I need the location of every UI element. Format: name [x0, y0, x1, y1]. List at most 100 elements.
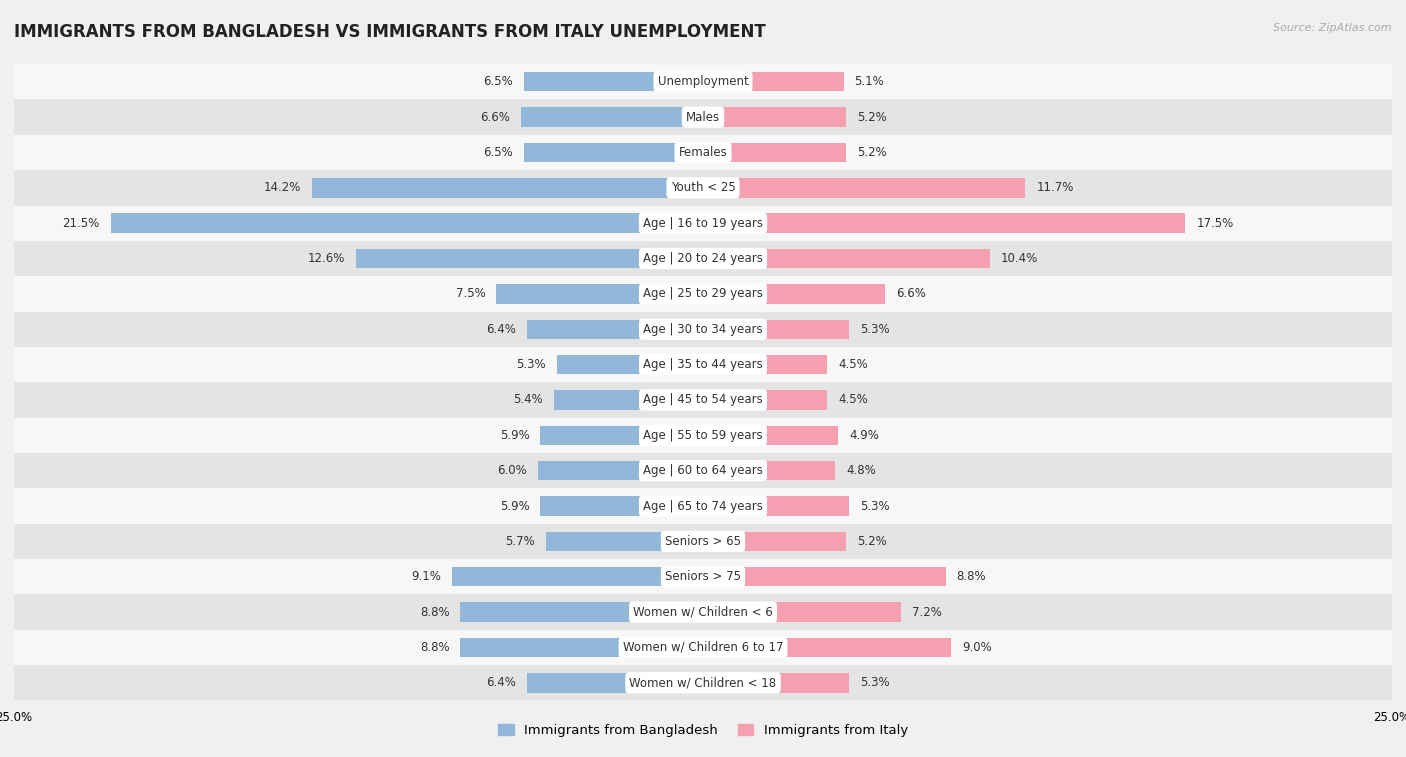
Text: Unemployment: Unemployment: [658, 75, 748, 89]
Bar: [703, 107, 846, 127]
Text: 9.1%: 9.1%: [412, 570, 441, 583]
Bar: [111, 213, 703, 233]
Bar: [14, 276, 1392, 312]
Bar: [703, 391, 827, 410]
Text: 10.4%: 10.4%: [1001, 252, 1038, 265]
Bar: [703, 72, 844, 92]
Bar: [703, 284, 884, 304]
Bar: [14, 170, 1392, 205]
Text: 5.2%: 5.2%: [858, 535, 887, 548]
Text: Age | 60 to 64 years: Age | 60 to 64 years: [643, 464, 763, 477]
Text: 4.9%: 4.9%: [849, 428, 879, 442]
Bar: [14, 99, 1392, 135]
Bar: [496, 284, 703, 304]
Bar: [14, 382, 1392, 418]
Text: 4.8%: 4.8%: [846, 464, 876, 477]
Text: 5.9%: 5.9%: [499, 428, 530, 442]
Text: 5.7%: 5.7%: [505, 535, 534, 548]
Text: 6.0%: 6.0%: [496, 464, 527, 477]
Text: IMMIGRANTS FROM BANGLADESH VS IMMIGRANTS FROM ITALY UNEMPLOYMENT: IMMIGRANTS FROM BANGLADESH VS IMMIGRANTS…: [14, 23, 766, 41]
Bar: [522, 107, 703, 127]
Bar: [453, 567, 703, 587]
Text: 5.2%: 5.2%: [858, 111, 887, 123]
Text: Women w/ Children < 18: Women w/ Children < 18: [630, 676, 776, 690]
Bar: [703, 531, 846, 551]
Text: 6.5%: 6.5%: [484, 75, 513, 89]
Bar: [14, 64, 1392, 99]
Text: 6.6%: 6.6%: [896, 288, 925, 301]
Text: Age | 20 to 24 years: Age | 20 to 24 years: [643, 252, 763, 265]
Bar: [524, 72, 703, 92]
Bar: [14, 205, 1392, 241]
Bar: [546, 531, 703, 551]
Text: Seniors > 65: Seniors > 65: [665, 535, 741, 548]
Bar: [703, 249, 990, 268]
Bar: [356, 249, 703, 268]
Text: 7.2%: 7.2%: [912, 606, 942, 618]
Bar: [14, 347, 1392, 382]
Text: 4.5%: 4.5%: [838, 394, 868, 407]
Text: Males: Males: [686, 111, 720, 123]
Bar: [14, 524, 1392, 559]
Bar: [703, 497, 849, 516]
Text: 14.2%: 14.2%: [263, 182, 301, 195]
Bar: [14, 418, 1392, 453]
Text: 5.2%: 5.2%: [858, 146, 887, 159]
Bar: [703, 355, 827, 374]
Text: Age | 45 to 54 years: Age | 45 to 54 years: [643, 394, 763, 407]
Text: Age | 16 to 19 years: Age | 16 to 19 years: [643, 217, 763, 229]
Text: 6.4%: 6.4%: [485, 322, 516, 336]
Bar: [540, 425, 703, 445]
Text: 5.3%: 5.3%: [860, 322, 890, 336]
Text: Women w/ Children < 6: Women w/ Children < 6: [633, 606, 773, 618]
Bar: [14, 665, 1392, 700]
Text: 7.5%: 7.5%: [456, 288, 485, 301]
Text: 8.8%: 8.8%: [420, 641, 450, 654]
Text: 5.3%: 5.3%: [860, 676, 890, 690]
Bar: [554, 391, 703, 410]
Bar: [14, 630, 1392, 665]
Bar: [14, 488, 1392, 524]
Bar: [14, 312, 1392, 347]
Text: Source: ZipAtlas.com: Source: ZipAtlas.com: [1274, 23, 1392, 33]
Text: 5.9%: 5.9%: [499, 500, 530, 512]
Text: Age | 65 to 74 years: Age | 65 to 74 years: [643, 500, 763, 512]
Bar: [312, 178, 703, 198]
Text: 8.8%: 8.8%: [420, 606, 450, 618]
Text: 11.7%: 11.7%: [1036, 182, 1074, 195]
Text: Age | 55 to 59 years: Age | 55 to 59 years: [643, 428, 763, 442]
Text: 8.8%: 8.8%: [956, 570, 986, 583]
Text: 6.4%: 6.4%: [485, 676, 516, 690]
Bar: [703, 603, 901, 621]
Text: 12.6%: 12.6%: [308, 252, 344, 265]
Text: 4.5%: 4.5%: [838, 358, 868, 371]
Bar: [461, 637, 703, 657]
Text: Females: Females: [679, 146, 727, 159]
Text: 17.5%: 17.5%: [1197, 217, 1233, 229]
Bar: [524, 143, 703, 162]
Bar: [703, 673, 849, 693]
Text: 5.4%: 5.4%: [513, 394, 543, 407]
Bar: [14, 241, 1392, 276]
Bar: [461, 603, 703, 621]
Text: Seniors > 75: Seniors > 75: [665, 570, 741, 583]
Text: Youth < 25: Youth < 25: [671, 182, 735, 195]
Bar: [527, 673, 703, 693]
Bar: [703, 637, 950, 657]
Bar: [540, 497, 703, 516]
Text: 6.5%: 6.5%: [484, 146, 513, 159]
Text: 5.3%: 5.3%: [516, 358, 546, 371]
Text: 21.5%: 21.5%: [62, 217, 100, 229]
Bar: [557, 355, 703, 374]
Bar: [703, 567, 945, 587]
Bar: [703, 425, 838, 445]
Bar: [14, 135, 1392, 170]
Text: Age | 25 to 29 years: Age | 25 to 29 years: [643, 288, 763, 301]
Legend: Immigrants from Bangladesh, Immigrants from Italy: Immigrants from Bangladesh, Immigrants f…: [492, 719, 914, 743]
Bar: [14, 453, 1392, 488]
Text: 5.3%: 5.3%: [860, 500, 890, 512]
Text: 5.1%: 5.1%: [855, 75, 884, 89]
Text: Age | 30 to 34 years: Age | 30 to 34 years: [643, 322, 763, 336]
Bar: [703, 461, 835, 481]
Text: 9.0%: 9.0%: [962, 641, 991, 654]
